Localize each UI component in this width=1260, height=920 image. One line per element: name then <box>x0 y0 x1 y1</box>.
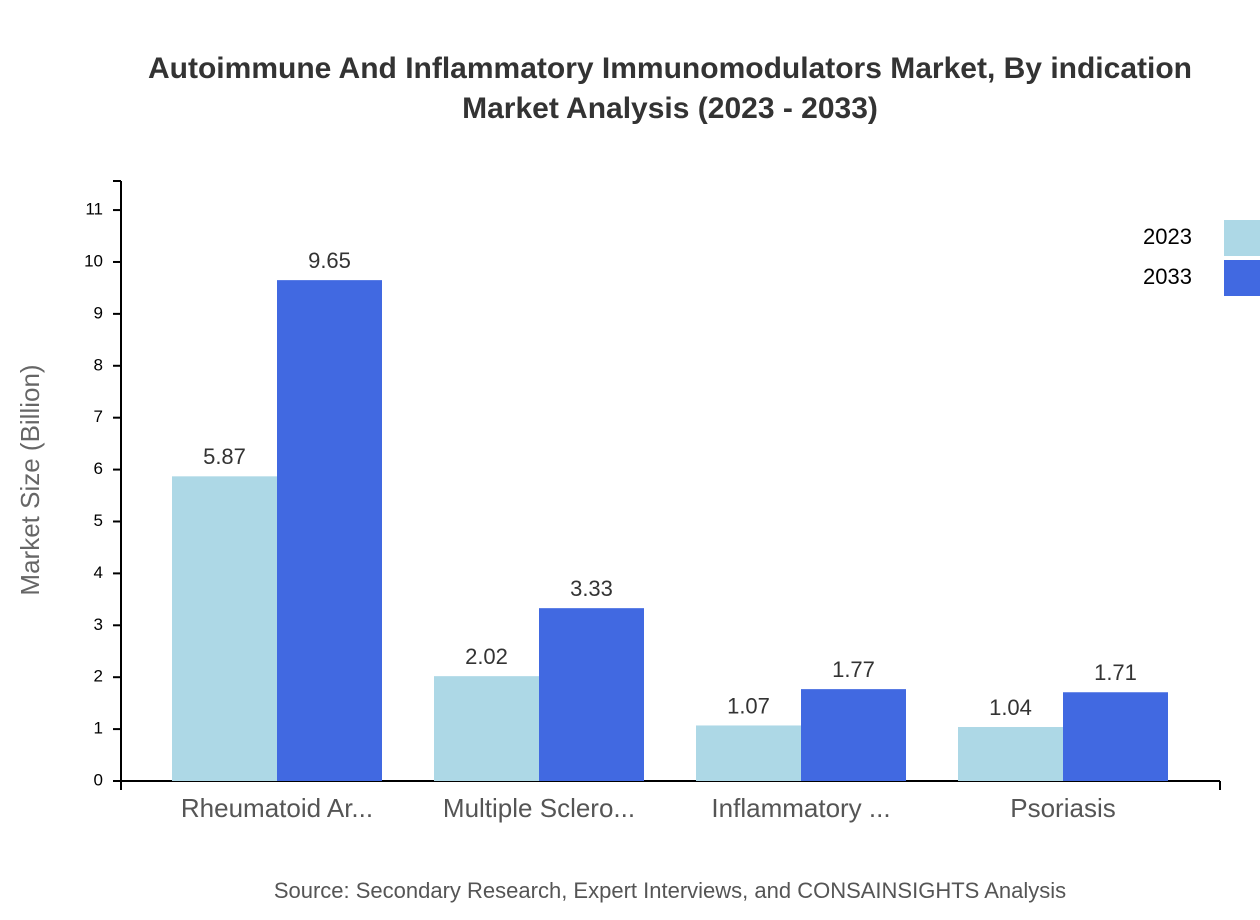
value-label: 2.02 <box>465 644 508 669</box>
chart-subtitle: Market Analysis (2023 - 2033) <box>462 92 878 125</box>
bar <box>434 676 539 781</box>
source-note: Source: Secondary Research, Expert Inter… <box>274 878 1066 903</box>
value-label: 1.71 <box>1094 660 1137 685</box>
y-axis-title: Market Size (Billion) <box>15 364 45 595</box>
bar <box>696 725 801 781</box>
value-label: 1.04 <box>989 695 1032 720</box>
x-tick-label: Multiple Sclero... <box>443 793 635 823</box>
y-tick-label: 10 <box>84 251 103 270</box>
y-tick-label: 1 <box>94 719 103 738</box>
x-tick-label: Psoriasis <box>1010 793 1115 823</box>
bar <box>801 689 906 781</box>
legend-label: 2033 <box>1143 264 1192 289</box>
x-tick-label: Inflammatory ... <box>711 793 890 823</box>
bar <box>1063 692 1168 781</box>
x-tick-label: Rheumatoid Ar... <box>181 793 373 823</box>
y-tick-label: 11 <box>85 200 103 219</box>
y-tick-label: 8 <box>94 355 103 374</box>
value-label: 3.33 <box>570 576 613 601</box>
y-tick-label: 7 <box>94 407 103 426</box>
y-tick-label: 9 <box>94 303 103 322</box>
y-tick-label: 0 <box>94 770 103 789</box>
value-label: 1.77 <box>832 657 875 682</box>
legend-swatch <box>1224 260 1260 296</box>
y-tick-label: 6 <box>94 459 103 478</box>
value-label: 5.87 <box>203 444 246 469</box>
bar <box>958 727 1063 781</box>
bar <box>172 476 277 781</box>
y-tick-label: 2 <box>94 667 103 686</box>
value-label: 1.07 <box>727 693 770 718</box>
y-tick-label: 3 <box>94 615 103 634</box>
legend-label: 2023 <box>1143 224 1192 249</box>
bar <box>277 280 382 781</box>
bar <box>539 608 644 781</box>
legend-swatch <box>1224 220 1260 256</box>
value-label: 9.65 <box>308 248 351 273</box>
y-tick-label: 5 <box>94 511 103 530</box>
y-tick-label: 4 <box>94 563 103 582</box>
chart-title: Autoimmune And Inflammatory Immunomodula… <box>148 52 1192 85</box>
